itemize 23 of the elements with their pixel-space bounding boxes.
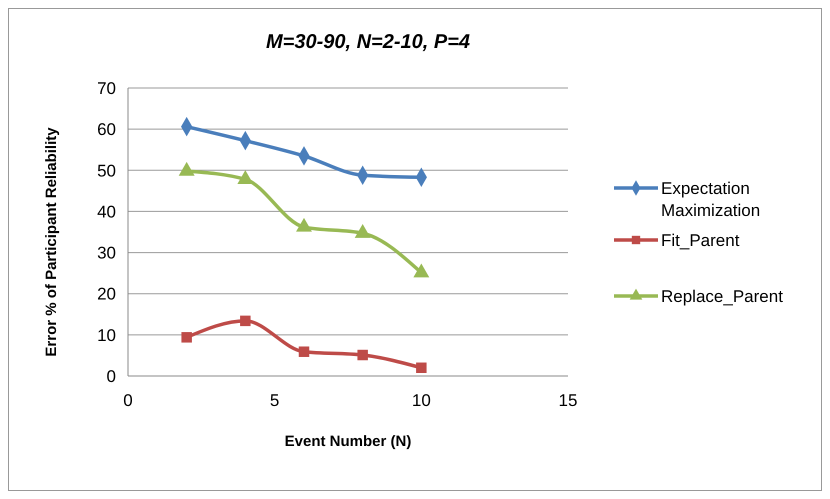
x-tick-label: 10 bbox=[412, 391, 431, 410]
y-tick-label: 30 bbox=[97, 244, 116, 263]
chart-title: M=30-90, N=2-10, P=4 bbox=[266, 31, 470, 53]
y-tick-label: 50 bbox=[97, 161, 116, 180]
y-tick-label: 10 bbox=[97, 326, 116, 345]
x-tick-label: 5 bbox=[270, 391, 280, 410]
point bbox=[298, 346, 310, 357]
y-tick-label: 60 bbox=[97, 120, 116, 140]
y-tick-label: 20 bbox=[97, 284, 116, 304]
y-tick-label: 0 bbox=[106, 367, 116, 386]
x-axis-title: Event Number (N) bbox=[284, 433, 412, 450]
legend-label: Expectation Maximization bbox=[661, 179, 760, 220]
x-tick-label: 0 bbox=[123, 391, 133, 410]
legend-label: Replace_Parent bbox=[661, 287, 784, 306]
point bbox=[357, 350, 368, 360]
x-tick-label: 15 bbox=[558, 391, 578, 410]
legend-label: Fit_Parent bbox=[661, 231, 740, 250]
point bbox=[416, 362, 427, 374]
y-tick-label: 70 bbox=[97, 79, 116, 98]
point bbox=[181, 332, 192, 343]
y-tick-label: 40 bbox=[97, 202, 116, 222]
y-axis-title: Error % of Participant Reliability bbox=[43, 126, 60, 357]
point bbox=[240, 316, 251, 326]
